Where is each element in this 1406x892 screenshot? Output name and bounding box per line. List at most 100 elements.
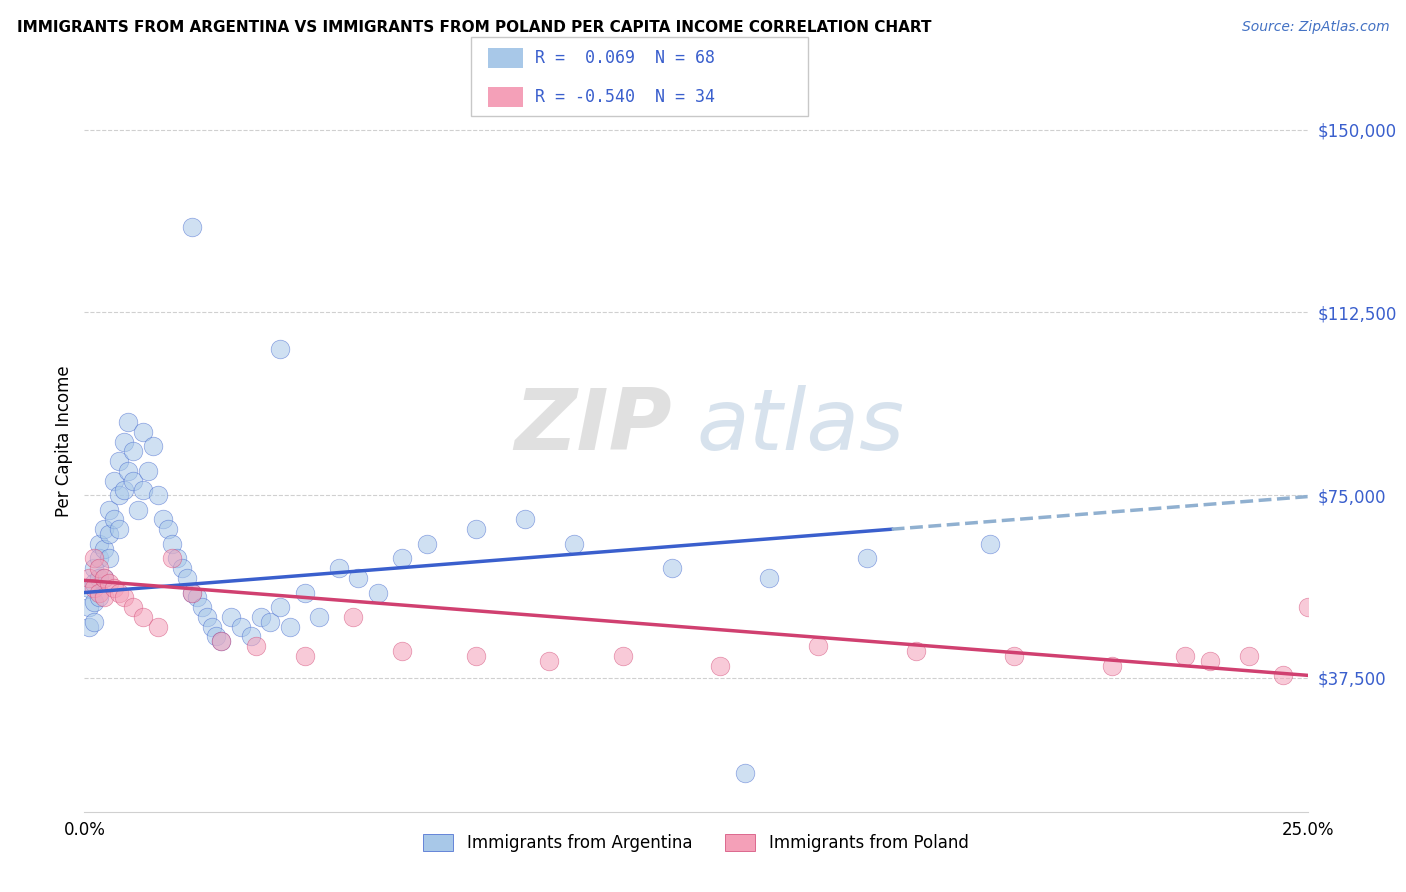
- Point: [103, 474, 125, 488]
- Point: [97, 527, 120, 541]
- Point: [905, 644, 928, 658]
- Point: [181, 585, 204, 599]
- Point: [186, 591, 208, 605]
- Point: [83, 561, 105, 575]
- Point: [709, 658, 731, 673]
- Point: [83, 551, 105, 566]
- Point: [112, 434, 135, 449]
- Point: [87, 591, 110, 605]
- Point: [97, 551, 120, 566]
- Point: [97, 575, 120, 590]
- Point: [146, 619, 169, 633]
- Point: [347, 571, 370, 585]
- Point: [176, 571, 198, 585]
- Legend: Immigrants from Argentina, Immigrants from Poland: Immigrants from Argentina, Immigrants fr…: [416, 828, 976, 859]
- Point: [294, 648, 316, 663]
- Point: [1296, 600, 1319, 615]
- Point: [93, 541, 115, 556]
- Point: [93, 522, 115, 536]
- Point: [93, 591, 115, 605]
- Point: [181, 585, 204, 599]
- Point: [979, 537, 1001, 551]
- Point: [152, 512, 174, 526]
- Point: [269, 600, 291, 615]
- Point: [162, 551, 184, 566]
- Point: [107, 454, 129, 468]
- Point: [77, 600, 100, 615]
- Point: [1272, 668, 1295, 682]
- Point: [87, 585, 110, 599]
- Point: [112, 591, 135, 605]
- Point: [209, 634, 232, 648]
- Point: [219, 610, 242, 624]
- Point: [83, 581, 105, 595]
- Point: [1101, 658, 1123, 673]
- Point: [107, 488, 129, 502]
- Point: [308, 610, 330, 624]
- Point: [93, 571, 115, 585]
- Point: [172, 561, 194, 575]
- Point: [87, 561, 110, 575]
- Point: [83, 615, 105, 629]
- Point: [758, 571, 780, 585]
- Point: [87, 571, 110, 585]
- Point: [328, 561, 350, 575]
- Point: [87, 537, 110, 551]
- Point: [391, 644, 413, 658]
- Point: [191, 600, 214, 615]
- Point: [856, 551, 879, 566]
- Point: [342, 610, 364, 624]
- Point: [249, 610, 271, 624]
- Point: [239, 629, 262, 643]
- Text: atlas: atlas: [696, 385, 904, 468]
- Point: [103, 581, 125, 595]
- Text: IMMIGRANTS FROM ARGENTINA VS IMMIGRANTS FROM POLAND PER CAPITA INCOME CORRELATIO: IMMIGRANTS FROM ARGENTINA VS IMMIGRANTS …: [17, 20, 931, 35]
- Point: [200, 619, 222, 633]
- Point: [107, 585, 129, 599]
- Point: [77, 571, 100, 585]
- Point: [142, 439, 165, 453]
- Point: [1237, 648, 1260, 663]
- Point: [538, 654, 561, 668]
- Point: [156, 522, 179, 536]
- Point: [209, 634, 232, 648]
- Point: [807, 639, 830, 653]
- Point: [391, 551, 413, 566]
- Point: [612, 648, 634, 663]
- Point: [162, 537, 184, 551]
- Point: [127, 502, 149, 516]
- Y-axis label: Per Capita Income: Per Capita Income: [55, 366, 73, 517]
- Point: [97, 502, 120, 516]
- Point: [1174, 648, 1197, 663]
- Point: [107, 522, 129, 536]
- Point: [83, 575, 105, 590]
- Point: [117, 464, 139, 478]
- Point: [132, 483, 155, 498]
- Point: [562, 537, 585, 551]
- Point: [103, 512, 125, 526]
- Point: [122, 444, 145, 458]
- Point: [229, 619, 252, 633]
- Point: [1198, 654, 1220, 668]
- Point: [278, 619, 301, 633]
- Point: [181, 220, 204, 235]
- Point: [77, 581, 100, 595]
- Point: [734, 765, 756, 780]
- Point: [367, 585, 389, 599]
- Point: [146, 488, 169, 502]
- Text: R =  0.069  N = 68: R = 0.069 N = 68: [534, 49, 714, 67]
- Point: [93, 571, 115, 585]
- Point: [166, 551, 188, 566]
- Point: [87, 551, 110, 566]
- Point: [83, 595, 105, 609]
- Point: [132, 425, 155, 439]
- Point: [1002, 648, 1025, 663]
- Point: [132, 610, 155, 624]
- Point: [259, 615, 281, 629]
- Text: Source: ZipAtlas.com: Source: ZipAtlas.com: [1241, 20, 1389, 34]
- Point: [294, 585, 316, 599]
- Point: [122, 474, 145, 488]
- Point: [269, 342, 291, 356]
- Point: [136, 464, 159, 478]
- Point: [112, 483, 135, 498]
